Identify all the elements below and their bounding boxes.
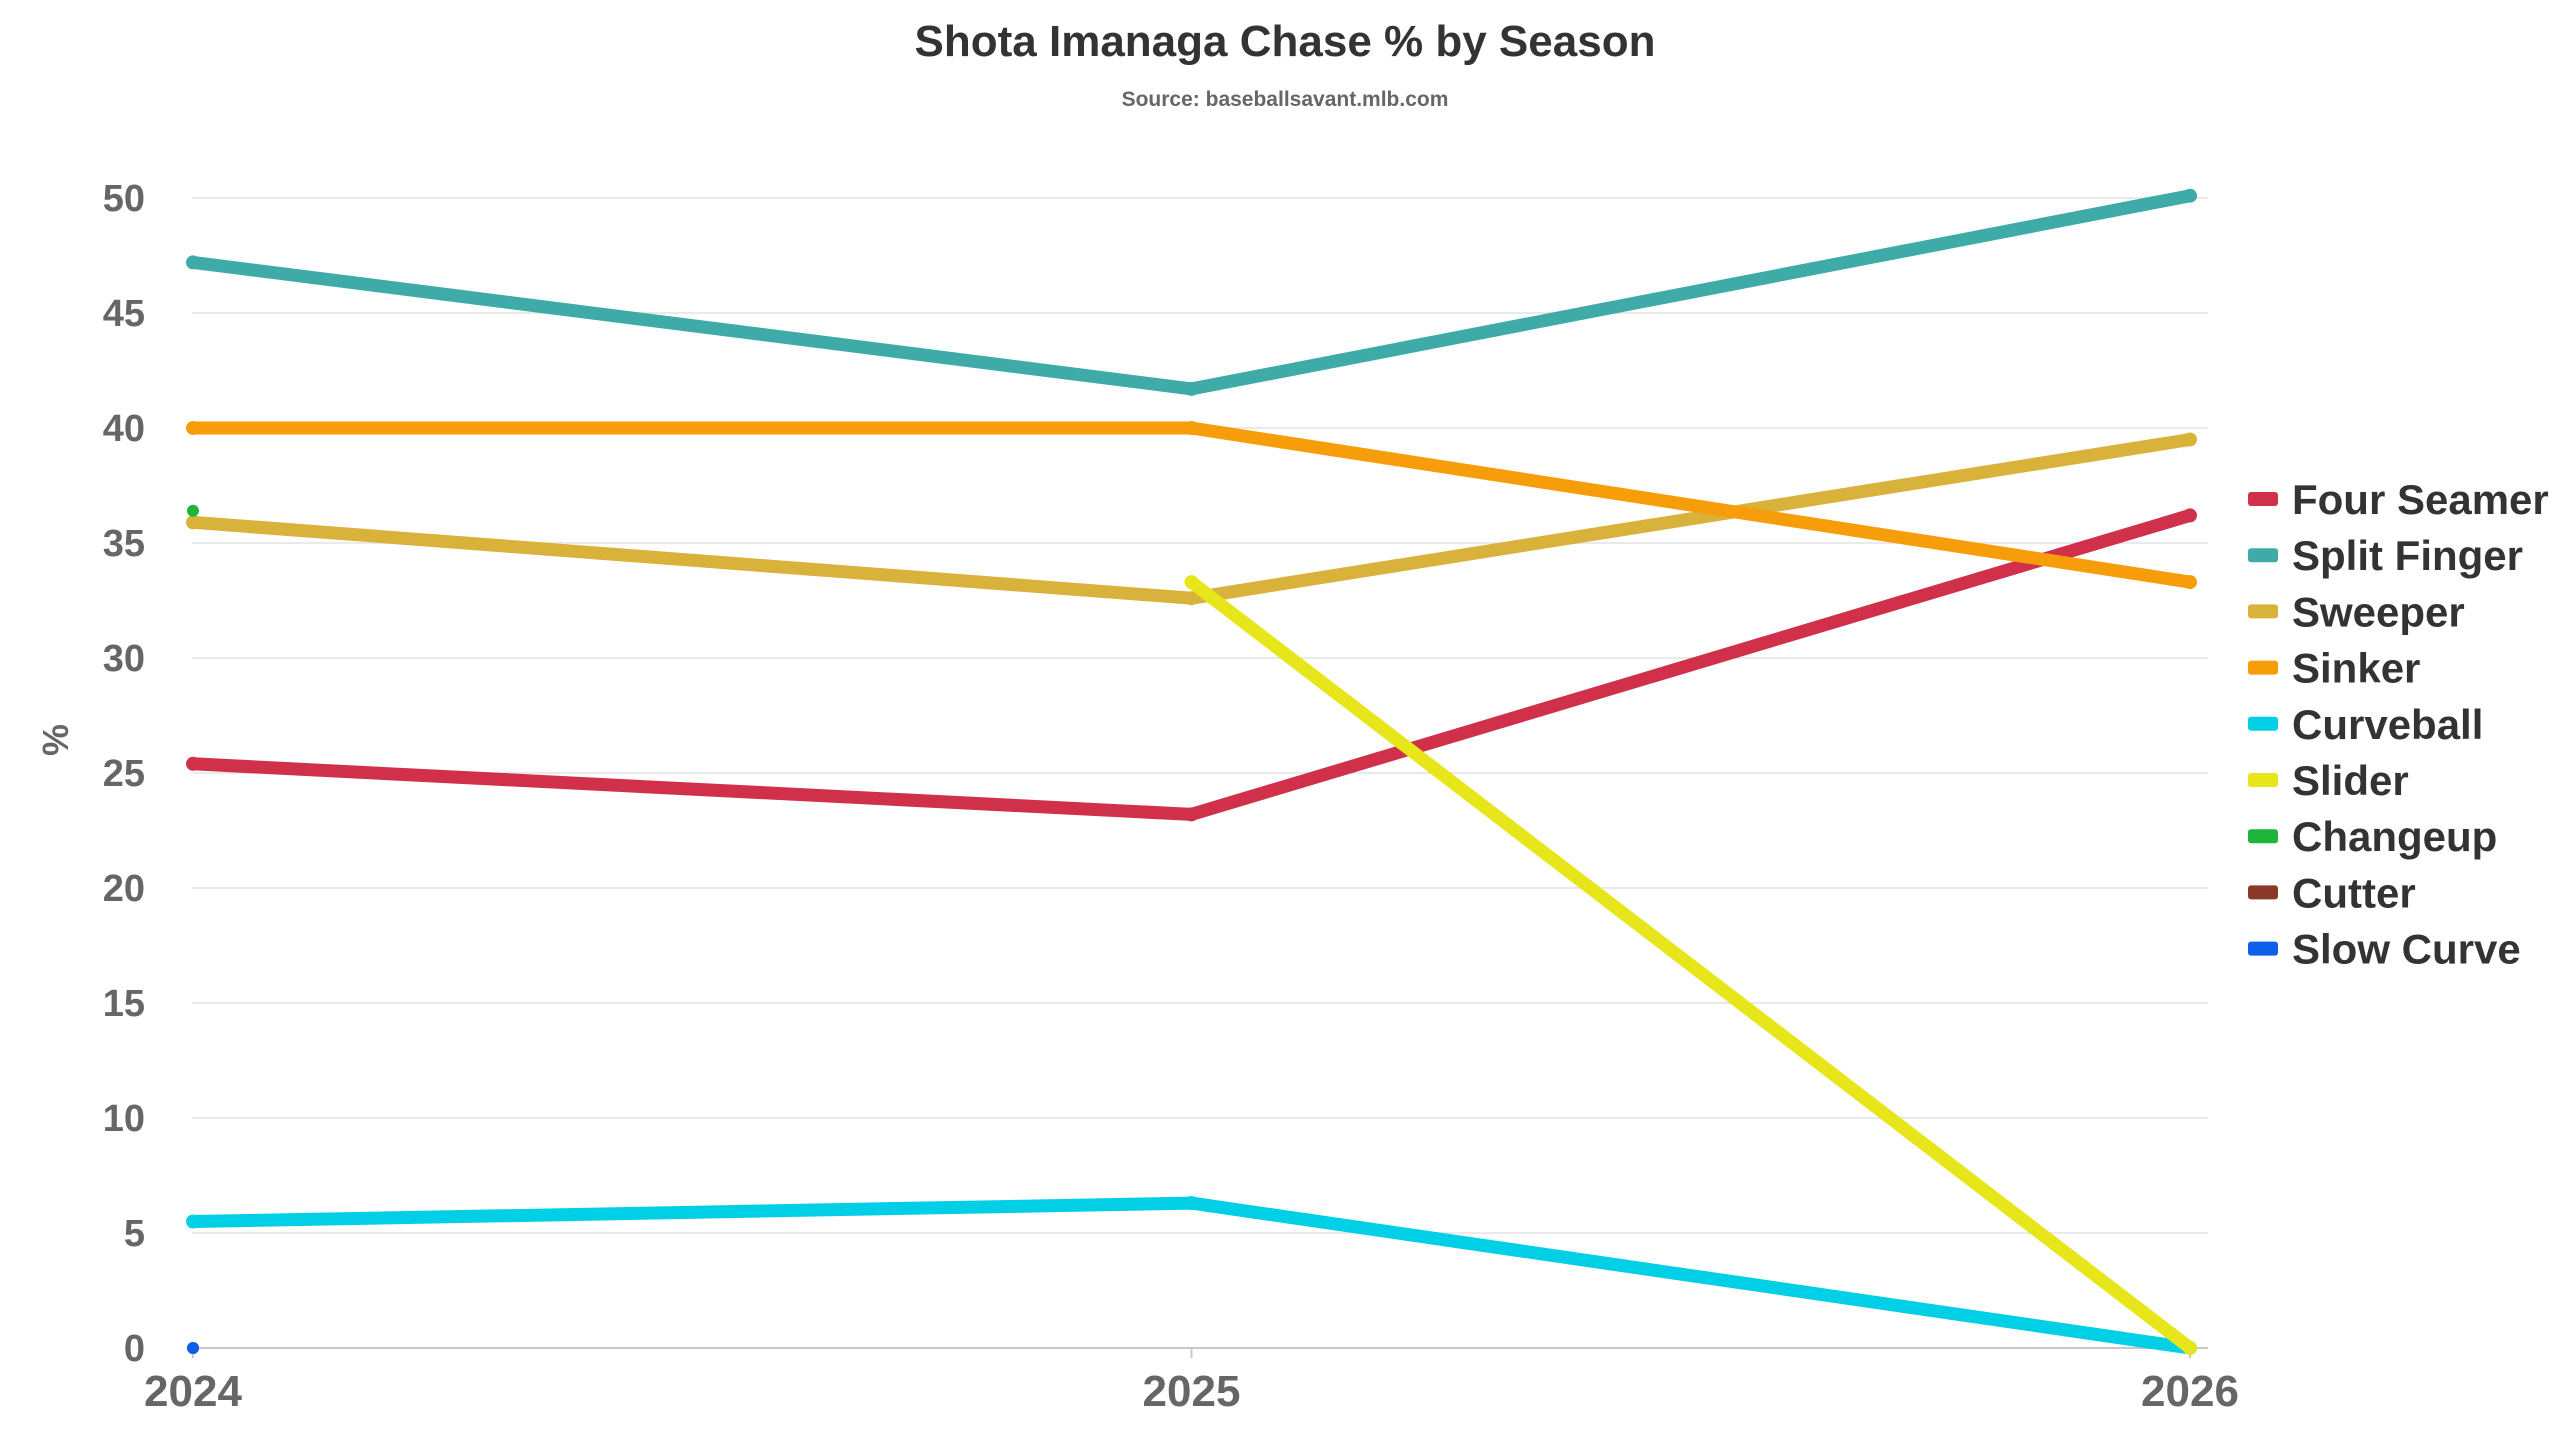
y-tick-label: 0 <box>124 1328 145 1370</box>
data-point <box>1184 591 1199 606</box>
gridlines <box>192 197 2208 1234</box>
legend: Four Seamer Split Finger Sweeper Sinker Curv… <box>2248 476 2549 973</box>
y-tick-label: 30 <box>103 638 145 680</box>
legend-label: Curveball <box>2292 701 2483 748</box>
data-point <box>187 504 199 517</box>
y-axis-label: % <box>35 724 76 756</box>
data-point <box>2183 508 2197 523</box>
data-point <box>2183 188 2197 203</box>
legend-item: Cutter <box>2248 869 2416 916</box>
y-tick-label: 45 <box>103 293 145 335</box>
chart-subtitle: Source: baseballsavant.mlb.com <box>1122 88 1449 111</box>
legend-swatch <box>2248 604 2278 619</box>
series-sweeper <box>186 432 2197 606</box>
legend-label: Sinker <box>2292 645 2420 692</box>
legend-label: Split Finger <box>2292 532 2523 579</box>
series-changeup <box>187 504 199 517</box>
series-line <box>193 421 2191 589</box>
series-line <box>192 433 2192 605</box>
legend-swatch <box>2248 716 2278 731</box>
data-point <box>1184 575 1199 590</box>
series-line <box>192 1196 2191 1355</box>
legend-item: Sinker <box>2248 645 2420 692</box>
legend-swatch <box>2248 660 2278 675</box>
legend-item: Changeup <box>2248 813 2497 860</box>
legend-swatch <box>2248 829 2278 844</box>
legend-label: Cutter <box>2292 869 2416 916</box>
legend-item: Slider <box>2248 757 2409 804</box>
data-point <box>2183 1341 2197 1355</box>
chart-title: Shota Imanaga Chase % by Season <box>915 17 1656 66</box>
legend-swatch <box>2248 492 2278 506</box>
data-point <box>1184 421 1199 435</box>
y-tick-label: 25 <box>103 753 145 795</box>
legend-item: Curveball <box>2248 701 2483 748</box>
y-tick-label: 50 <box>103 178 145 220</box>
data-point <box>187 1342 199 1354</box>
legend-item: Four Seamer <box>2248 476 2549 523</box>
y-tick-label: 15 <box>103 983 145 1025</box>
series-line <box>192 509 2192 821</box>
data-point <box>2183 432 2197 447</box>
data-point <box>1184 1196 1199 1211</box>
data-point <box>186 756 200 771</box>
legend-label: Slider <box>2292 757 2409 804</box>
y-tick-label: 10 <box>103 1098 145 1140</box>
x-tick-label: 2025 <box>1143 1367 1241 1416</box>
series-sinker <box>186 421 2197 590</box>
data-point <box>186 255 200 270</box>
legend-swatch <box>2248 548 2278 563</box>
data-point <box>1184 807 1199 822</box>
legend-swatch <box>2248 941 2278 956</box>
series-slider <box>1184 575 2197 1355</box>
legend-swatch <box>2248 773 2278 787</box>
series-split-finger <box>186 188 2197 396</box>
series-line <box>1187 576 2194 1354</box>
series-lines <box>186 188 2197 1355</box>
legend-item: Slow Curve <box>2248 926 2521 973</box>
legend-item: Split Finger <box>2248 532 2523 579</box>
y-tick-label: 20 <box>103 868 145 910</box>
legend-label: Four Seamer <box>2292 476 2549 523</box>
data-point <box>2183 575 2197 590</box>
y-tick-label: 35 <box>103 523 145 565</box>
series-line <box>192 189 2192 396</box>
series-curveball <box>186 1196 2197 1355</box>
x-tick-label: 2026 <box>2141 1367 2239 1416</box>
legend-label: Slow Curve <box>2292 926 2521 973</box>
legend-label: Changeup <box>2292 813 2497 860</box>
legend-label: Sweeper <box>2292 588 2465 635</box>
legend-item: Sweeper <box>2248 588 2465 635</box>
y-tick-label: 5 <box>124 1213 145 1255</box>
data-point <box>1184 381 1199 396</box>
y-tick-label: 40 <box>103 408 145 450</box>
legend-swatch <box>2248 885 2278 900</box>
data-point <box>186 421 200 435</box>
data-point <box>186 515 200 530</box>
x-tick-label: 2024 <box>144 1367 242 1416</box>
data-point <box>186 1214 200 1229</box>
series-four-seamer <box>186 508 2197 822</box>
series-slow-curve <box>187 1342 199 1354</box>
